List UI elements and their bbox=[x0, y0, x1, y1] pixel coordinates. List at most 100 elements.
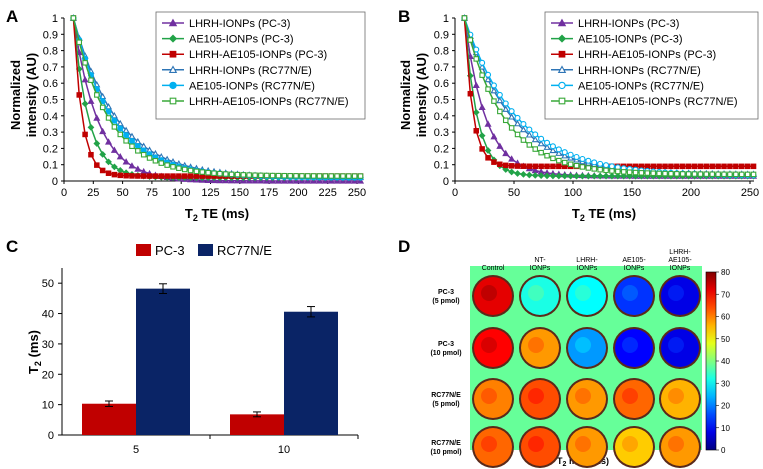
data-point-square bbox=[123, 172, 129, 179]
data-point-square bbox=[181, 173, 188, 179]
data-point-square bbox=[228, 171, 235, 178]
data-point-square bbox=[328, 173, 334, 179]
panel-a-letter: A bbox=[6, 7, 18, 26]
legend-label: LHRH-IONPs (PC-3) bbox=[578, 18, 679, 30]
data-point-square bbox=[76, 92, 82, 98]
row-label: RC77N/E bbox=[431, 440, 461, 447]
data-point-triangle bbox=[537, 139, 545, 147]
y-tick-label: 0.4 bbox=[434, 111, 449, 123]
panel-b-letter: B bbox=[398, 7, 410, 26]
data-point-triangle bbox=[508, 113, 516, 120]
data-point-square bbox=[263, 172, 270, 179]
data-point-square bbox=[158, 160, 165, 166]
well-highlight bbox=[575, 436, 591, 452]
data-point-diamond bbox=[525, 171, 533, 179]
data-point-square bbox=[709, 171, 716, 177]
data-point-square bbox=[514, 131, 521, 138]
data-point-circle bbox=[538, 135, 545, 142]
data-point-square bbox=[691, 171, 698, 177]
x-tick-label: 200 bbox=[289, 187, 307, 199]
data-point-diamond bbox=[508, 168, 516, 176]
data-point-square bbox=[532, 146, 539, 152]
data-point-square bbox=[94, 92, 100, 98]
data-point-square bbox=[169, 50, 177, 58]
data-point-circle bbox=[561, 149, 568, 156]
data-point-square bbox=[234, 171, 241, 178]
data-point-square bbox=[240, 172, 247, 178]
data-point-square bbox=[668, 163, 674, 170]
data-point-square bbox=[479, 146, 485, 152]
data-point-square bbox=[461, 15, 468, 21]
panel-b-xlabel: T2 TE (ms) bbox=[572, 206, 636, 223]
data-point-square bbox=[485, 86, 491, 92]
data-point-circle bbox=[117, 125, 124, 132]
data-point-square bbox=[597, 166, 603, 173]
data-point-square bbox=[615, 168, 621, 175]
panel-a-plot: 0 0.1 0.2 0.3 0.4 0.5 0.6 0.7 0.8 0.9 1 0 25 50 75 100 1… bbox=[43, 11, 366, 199]
data-point-square bbox=[193, 173, 200, 179]
data-point-square bbox=[738, 171, 745, 178]
data-point-square bbox=[727, 163, 733, 170]
column-label: LHRH- bbox=[669, 249, 691, 256]
data-point-square bbox=[491, 98, 497, 104]
panel-c-letter: C bbox=[6, 237, 18, 256]
data-point-square bbox=[727, 171, 733, 178]
data-point-square bbox=[193, 168, 200, 175]
well-highlight bbox=[481, 436, 497, 452]
well-highlight bbox=[481, 337, 497, 353]
data-point-triangle bbox=[557, 65, 567, 73]
data-point-square bbox=[508, 125, 515, 131]
x-tick-label: 100 bbox=[172, 187, 190, 199]
data-point-square bbox=[140, 151, 147, 158]
data-point-diamond bbox=[537, 172, 545, 180]
y-tick-label: 0.1 bbox=[43, 160, 58, 172]
data-point-square bbox=[750, 171, 757, 178]
y-tick-label: 0.5 bbox=[43, 95, 58, 107]
y-tick-label: 0.3 bbox=[434, 127, 449, 139]
data-point-triangle bbox=[99, 127, 107, 135]
data-point-square bbox=[750, 163, 757, 170]
data-point-triangle bbox=[555, 149, 563, 156]
data-point-square bbox=[105, 170, 112, 176]
data-point-square bbox=[99, 104, 106, 111]
data-point-circle bbox=[608, 163, 615, 170]
legend: LHRH-IONPs (PC-3) AE105-IONPs (PC-3) LHRH-… bbox=[155, 11, 366, 120]
column-label: IONPs bbox=[670, 265, 691, 272]
well-highlight bbox=[622, 285, 638, 301]
data-point-square bbox=[544, 152, 550, 159]
data-point-triangle bbox=[122, 158, 130, 165]
well-highlight bbox=[622, 436, 638, 452]
x-tick-label: 5 bbox=[133, 444, 139, 456]
data-point-triangle bbox=[478, 103, 486, 111]
y-tick-label: 50 bbox=[42, 278, 54, 290]
data-point-triangle bbox=[116, 153, 124, 160]
data-point-circle bbox=[111, 117, 118, 124]
colorbar-tick-label: 20 bbox=[721, 402, 730, 411]
data-point-diamond bbox=[105, 158, 112, 166]
data-point-square bbox=[76, 39, 82, 46]
data-point-circle bbox=[502, 100, 509, 107]
data-point-square bbox=[650, 163, 657, 170]
data-point-diamond bbox=[87, 123, 95, 131]
panel-a-ylabel-line2: intensity (AU) bbox=[24, 53, 39, 138]
column-label: IONPs bbox=[624, 265, 645, 272]
well-highlight bbox=[622, 337, 638, 353]
data-point-triangle bbox=[508, 155, 516, 162]
data-point-square bbox=[346, 173, 352, 179]
data-point-square bbox=[585, 165, 592, 171]
data-point-square bbox=[556, 157, 562, 164]
data-point-square bbox=[644, 170, 651, 176]
data-point-triangle bbox=[134, 165, 142, 172]
data-point-square bbox=[603, 167, 609, 174]
data-point-square bbox=[269, 172, 276, 179]
data-point-square bbox=[514, 163, 521, 169]
data-point-triangle bbox=[549, 146, 557, 154]
data-point-circle bbox=[169, 81, 177, 90]
data-point-circle bbox=[603, 162, 610, 169]
data-point-circle bbox=[549, 143, 556, 150]
y-tick-label: 0 bbox=[443, 176, 449, 188]
data-point-circle bbox=[591, 159, 598, 166]
colorbar-tick-label: 30 bbox=[721, 379, 730, 388]
data-point-triangle bbox=[110, 146, 118, 153]
data-point-diamond bbox=[478, 132, 486, 140]
